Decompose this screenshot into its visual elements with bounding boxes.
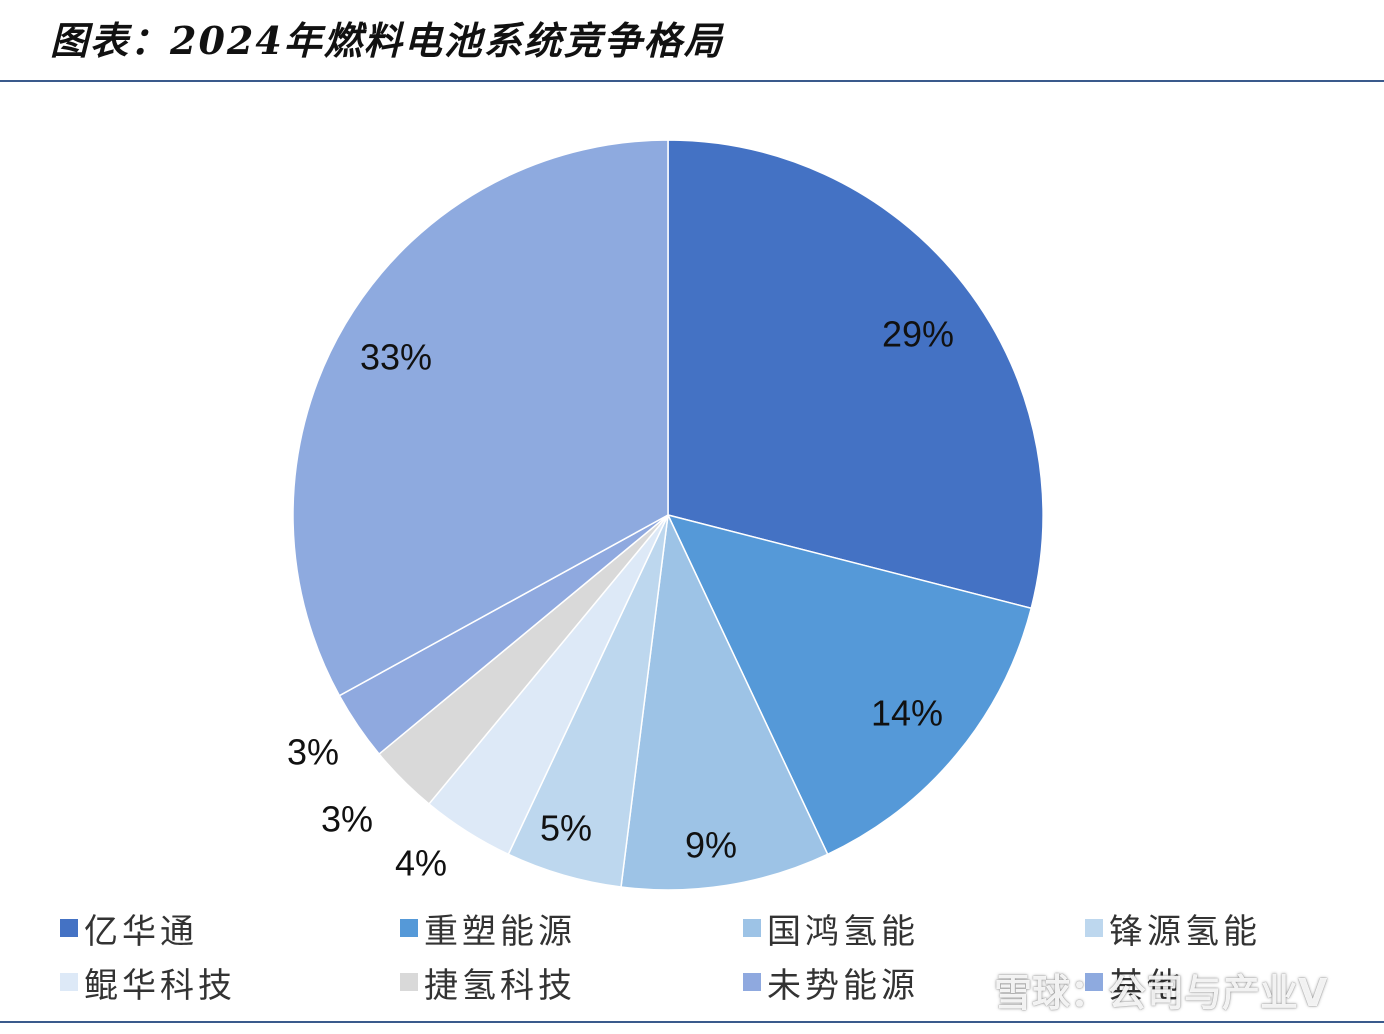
legend-item: 锋源氢能: [1085, 908, 1261, 952]
legend-swatch: [60, 973, 78, 991]
legend-item: 国鸿氢能: [743, 908, 919, 952]
data-label: 3%: [321, 799, 373, 840]
legend-label: 重塑能源: [424, 911, 576, 952]
pie-slice: [620, 512, 829, 891]
legend-item: 亿华通: [60, 908, 198, 952]
legend-swatch: [400, 973, 418, 991]
legend-swatch: [743, 973, 761, 991]
legend-item: 鲲华科技: [60, 962, 236, 1006]
watermark: 雪球：公司与产业V: [944, 962, 1327, 1017]
title-divider: [0, 80, 1384, 82]
legend-item: 其他: [1085, 962, 1185, 1006]
legend-swatch: [743, 919, 761, 937]
legend-swatch: [1085, 973, 1103, 991]
legend-label: 捷氢科技: [424, 965, 576, 1006]
legend-label: 其他: [1109, 965, 1185, 1006]
chart-title: 图表：2024年燃料电池系统竞争格局: [50, 18, 724, 63]
data-label: 14%: [871, 693, 943, 734]
snowball-logo-icon: [945, 969, 985, 1010]
legend-label: 国鸿氢能: [767, 911, 919, 952]
watermark-text: 雪球：公司与产业V: [994, 971, 1328, 1015]
data-label: 9%: [685, 825, 737, 866]
legend-swatch: [400, 919, 418, 937]
pie-slice: [666, 513, 1033, 856]
legend-label: 亿华通: [84, 911, 198, 952]
pie-slice: [667, 139, 1044, 610]
data-label: 5%: [540, 808, 592, 849]
legend-swatch: [1085, 919, 1103, 937]
data-label: 3%: [287, 732, 339, 773]
legend-label: 未势能源: [767, 965, 919, 1006]
pie-slice: [292, 139, 669, 697]
data-label: 29%: [882, 314, 954, 355]
legend-item: 捷氢科技: [400, 962, 576, 1006]
legend-label: 锋源氢能: [1109, 911, 1261, 952]
legend-label: 鲲华科技: [84, 965, 236, 1006]
bottom-divider: [0, 1021, 1384, 1023]
legend-item: 重塑能源: [400, 908, 576, 952]
data-label: 33%: [360, 337, 432, 378]
legend-item: 未势能源: [743, 962, 919, 1006]
data-label: 4%: [395, 843, 447, 884]
legend-swatch: [60, 919, 78, 937]
